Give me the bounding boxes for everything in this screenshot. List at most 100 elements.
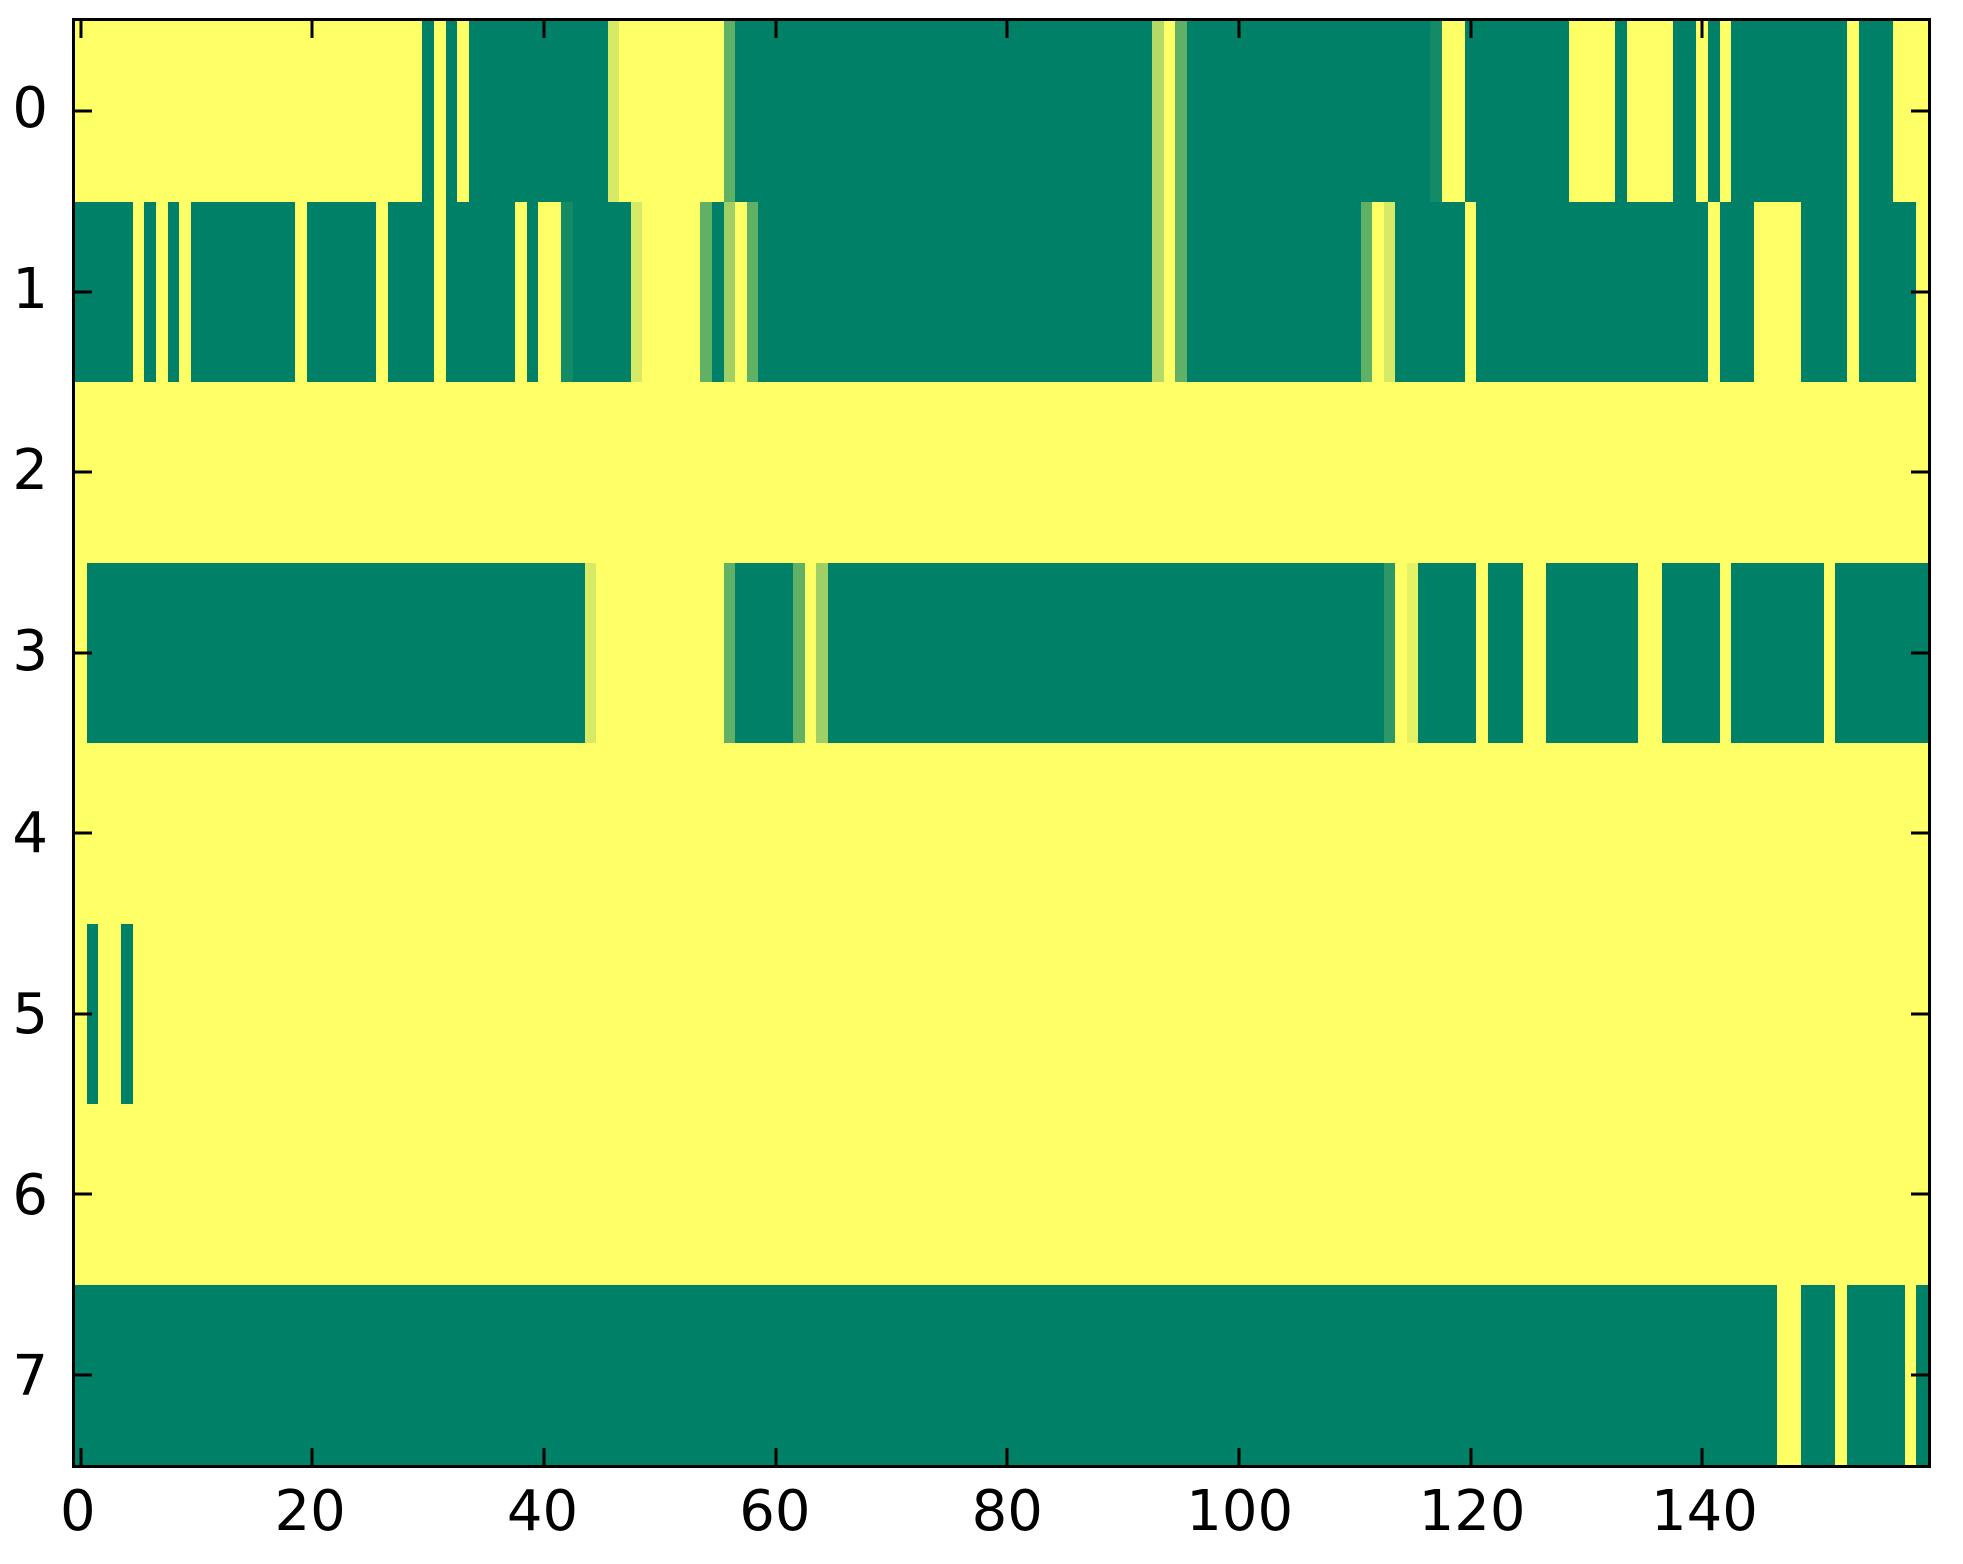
heatmap-cell [434,21,447,203]
heatmap-cell [1372,201,1385,383]
heatmap-cell [75,1284,1779,1465]
y-tick [75,109,92,113]
heatmap-cell [1568,21,1617,203]
heatmap-cell [1163,21,1177,203]
y-tick-label: 2 [12,438,48,504]
heatmap-cell [190,201,297,383]
heatmap-cell [723,562,737,744]
x-tick [1469,1448,1473,1465]
y-tick [1911,470,1928,474]
heatmap-cell [132,923,1928,1105]
heatmap-cell [1800,201,1848,383]
heatmap-cell [1846,1284,1906,1465]
heatmap-cell [1360,201,1374,383]
heatmap-cell [1638,562,1663,744]
heatmap-cell [167,201,181,383]
heatmap-cell [376,201,389,383]
heatmap-cell [1719,562,1733,744]
y-tick-label: 7 [12,1344,48,1410]
heatmap-cell [1175,21,1188,203]
heatmap-cell [144,201,158,383]
heatmap-cell [1858,21,1895,203]
heatmap-cell [711,201,725,383]
heatmap-cell [642,201,702,383]
heatmap-cell [735,201,748,383]
heatmap-row-6 [75,1104,1928,1286]
heatmap-cell [1800,1284,1837,1465]
heatmap-row-0 [75,21,1928,203]
heatmap-cell [1835,1284,1848,1465]
heatmap-cell [1441,21,1466,203]
heatmap-cell [1707,201,1721,383]
x-tick [1237,21,1241,38]
heatmap-cell [75,1104,1928,1286]
heatmap-cell [422,21,436,203]
heatmap-cell [1186,21,1431,203]
x-tick-label: 20 [274,1479,346,1544]
y-tick [1911,651,1928,655]
heatmap-row-1 [75,201,1928,383]
x-tick-label: 40 [506,1479,579,1544]
y-axis-labels: 0 1 2 3 4 5 6 7 [0,18,62,1468]
heatmap-cell [793,562,806,744]
heatmap-cell [515,201,528,383]
heatmap-cell [1395,201,1466,383]
heatmap-cell [827,562,1385,744]
heatmap-cell [121,923,134,1105]
x-tick [542,1448,546,1465]
x-tick-label: 120 [1418,1479,1526,1544]
heatmap-cell [1476,562,1489,744]
heatmap-cell [700,201,713,383]
y-tick [75,470,92,474]
plot-area [72,18,1931,1468]
heatmap-cell [86,923,100,1105]
heatmap-cell [1731,21,1848,203]
heatmap-cell [468,21,609,203]
y-tick-label: 3 [12,619,48,685]
heatmap-cell [1383,201,1397,383]
y-tick [1911,290,1928,294]
y-tick [75,1373,92,1377]
y-tick [75,831,92,835]
heatmap-cell [1430,21,1443,203]
y-tick [75,1012,92,1016]
heatmap-cell [1719,21,1733,203]
heatmap-cell [295,201,308,383]
heatmap-cell [1186,201,1362,383]
heatmap-row-7 [75,1284,1928,1465]
y-tick [1911,1373,1928,1377]
heatmap-cell [1487,562,1524,744]
heatmap-cell [1175,201,1188,383]
y-tick-label: 6 [12,1163,48,1229]
heatmap-cell [1418,562,1478,744]
heatmap-cell [387,201,435,383]
x-tick [1469,21,1473,38]
heatmap-cell [735,21,1154,203]
heatmap-cell [179,201,192,383]
heatmap-cell [526,201,540,383]
heatmap-cell [306,201,378,383]
heatmap-cell [723,201,737,383]
heatmap-cell [1707,21,1721,203]
heatmap-cell [1163,201,1177,383]
heatmap-row-5 [75,923,1928,1105]
y-tick-label: 5 [12,981,48,1047]
heatmap-cell [86,562,586,744]
heatmap-cell [1846,201,1860,383]
heatmap-cell [1615,21,1628,203]
heatmap-cell [746,201,760,383]
heatmap-cell [735,562,795,744]
heatmap-cell [1464,21,1570,203]
heatmap-cell [1152,201,1165,383]
heatmap-cell [1696,21,1709,203]
x-tick-label: 100 [1186,1479,1294,1544]
y-tick [75,1192,92,1196]
heatmap-cell [1846,21,1860,203]
heatmap-cell [723,21,737,203]
heatmap-row-3 [75,562,1928,744]
heatmap-cell [1823,562,1837,744]
heatmap-cell [1464,201,1478,383]
y-tick [1911,1192,1928,1196]
heatmap-cell [98,923,123,1105]
heatmap-cell [596,562,725,744]
